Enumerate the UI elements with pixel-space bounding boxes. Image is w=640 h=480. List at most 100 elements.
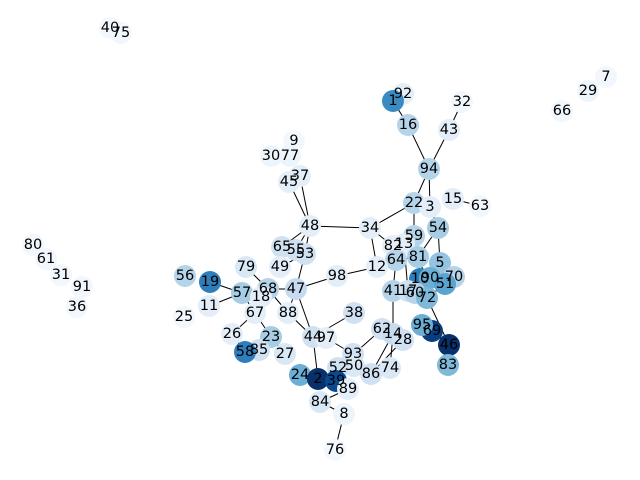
node-46	[438, 334, 460, 356]
node-3	[419, 196, 441, 218]
node-label-64: 64	[387, 252, 405, 268]
node-label-2: 2	[313, 371, 322, 387]
node-label-39: 39	[327, 373, 345, 389]
node-26	[221, 323, 243, 345]
node-label-58: 58	[236, 344, 254, 360]
node-label-40: 40	[101, 20, 119, 36]
node-label-32: 32	[453, 94, 471, 110]
node-label-65: 65	[273, 239, 291, 255]
node-label-57: 57	[233, 285, 251, 301]
node-label-5: 5	[435, 255, 444, 271]
node-63	[469, 195, 491, 217]
node-label-36: 36	[68, 299, 86, 315]
node-8	[333, 403, 355, 425]
node-29	[577, 80, 599, 102]
node-label-26: 26	[223, 326, 241, 342]
node-label-17: 17	[399, 283, 417, 299]
node-label-24: 24	[291, 367, 309, 383]
node-label-93: 93	[344, 346, 362, 362]
node-label-82: 82	[384, 238, 402, 254]
node-label-49: 49	[271, 259, 289, 275]
node-label-45: 45	[280, 174, 298, 190]
node-label-97: 97	[317, 330, 335, 346]
node-1	[382, 90, 404, 112]
node-label-7: 7	[601, 69, 610, 85]
node-label-70: 70	[445, 269, 463, 285]
node-label-84: 84	[311, 394, 329, 410]
node-86	[360, 363, 382, 385]
node-label-85: 85	[250, 342, 268, 358]
node-label-12: 12	[368, 259, 386, 275]
node-label-55: 55	[287, 242, 305, 258]
node-label-88: 88	[279, 305, 297, 321]
node-label-44: 44	[304, 329, 322, 345]
node-19	[199, 271, 221, 293]
node-label-25: 25	[175, 309, 193, 325]
node-61	[35, 248, 57, 270]
node-83	[437, 354, 459, 376]
node-76	[324, 439, 346, 461]
node-67	[244, 302, 266, 324]
node-label-18: 18	[252, 289, 270, 305]
node-7	[595, 66, 617, 88]
node-label-9: 9	[289, 133, 298, 149]
node-74	[379, 357, 401, 379]
node-24	[289, 364, 311, 386]
node-label-74: 74	[381, 360, 399, 376]
node-label-11: 11	[200, 298, 218, 314]
node-label-83: 83	[439, 357, 457, 373]
node-label-51: 51	[436, 276, 454, 292]
node-80	[22, 234, 44, 256]
node-57	[231, 282, 253, 304]
node-label-60: 60	[406, 285, 424, 301]
node-53	[294, 243, 316, 265]
node-45	[278, 171, 300, 193]
node-label-81: 81	[409, 249, 427, 265]
node-97	[315, 327, 337, 349]
node-label-75: 75	[112, 25, 130, 41]
node-label-34: 34	[361, 220, 379, 236]
node-label-53: 53	[296, 246, 314, 262]
node-98	[326, 265, 348, 287]
node-label-15: 15	[444, 191, 462, 207]
node-84	[309, 391, 331, 413]
node-28	[392, 329, 414, 351]
node-label-46: 46	[440, 337, 458, 353]
node-label-54: 54	[429, 220, 447, 236]
node-label-63: 63	[471, 198, 489, 214]
node-label-76: 76	[326, 442, 344, 458]
node-32	[451, 91, 473, 113]
node-label-66: 66	[553, 103, 571, 119]
node-11	[198, 295, 220, 317]
node-95	[411, 314, 433, 336]
node-2	[307, 368, 329, 390]
node-38	[343, 302, 365, 324]
node-54	[427, 217, 449, 239]
node-label-52: 52	[329, 360, 347, 376]
node-56	[174, 265, 196, 287]
node-48	[299, 215, 321, 237]
node-label-50: 50	[345, 358, 363, 374]
node-16	[397, 114, 419, 136]
node-64	[385, 249, 407, 271]
node-label-22: 22	[405, 195, 423, 211]
node-47	[285, 278, 307, 300]
node-94	[418, 158, 440, 180]
node-label-29: 29	[579, 83, 597, 99]
node-12	[366, 256, 388, 278]
node-label-37: 37	[291, 168, 309, 184]
node-label-89: 89	[339, 381, 357, 397]
node-label-43: 43	[440, 122, 458, 138]
node-88	[277, 302, 299, 324]
node-label-86: 86	[362, 366, 380, 382]
node-label-13: 13	[395, 236, 413, 252]
node-label-68: 68	[259, 281, 277, 297]
node-label-38: 38	[345, 305, 363, 321]
node-43	[438, 119, 460, 141]
node-49	[269, 256, 291, 278]
node-89	[337, 378, 359, 400]
node-label-67: 67	[246, 305, 264, 321]
node-label-10: 10	[411, 271, 429, 287]
node-77	[279, 145, 301, 167]
